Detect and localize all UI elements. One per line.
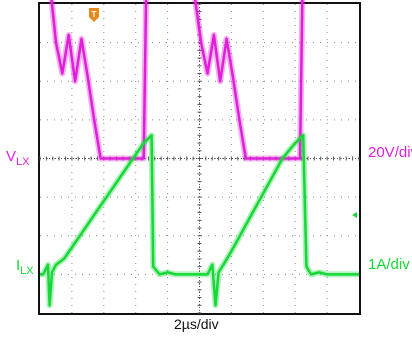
trigger-marker-label: T: [92, 10, 97, 19]
vlx-label-sub: LX: [16, 156, 30, 168]
vlx-scale-label: 20V/div: [368, 144, 412, 161]
ground-level-marker-icon: [352, 212, 357, 218]
trigger-marker: T: [89, 8, 99, 22]
ilx-scale-label: 1A/div: [368, 256, 410, 273]
waveform-traces: [40, 0, 359, 309]
time-scale-label: 2µs/div: [174, 316, 219, 332]
vlx-trace-label: VLX: [6, 148, 29, 168]
vlx-label-main: V: [6, 148, 17, 165]
trigger-marker-icon: [89, 8, 99, 22]
ilx-label-main: I: [16, 257, 21, 274]
ilx-trace-label: ILX: [16, 257, 34, 277]
ilx-label-sub: LX: [20, 265, 34, 277]
trace-ilx: [40, 134, 359, 307]
